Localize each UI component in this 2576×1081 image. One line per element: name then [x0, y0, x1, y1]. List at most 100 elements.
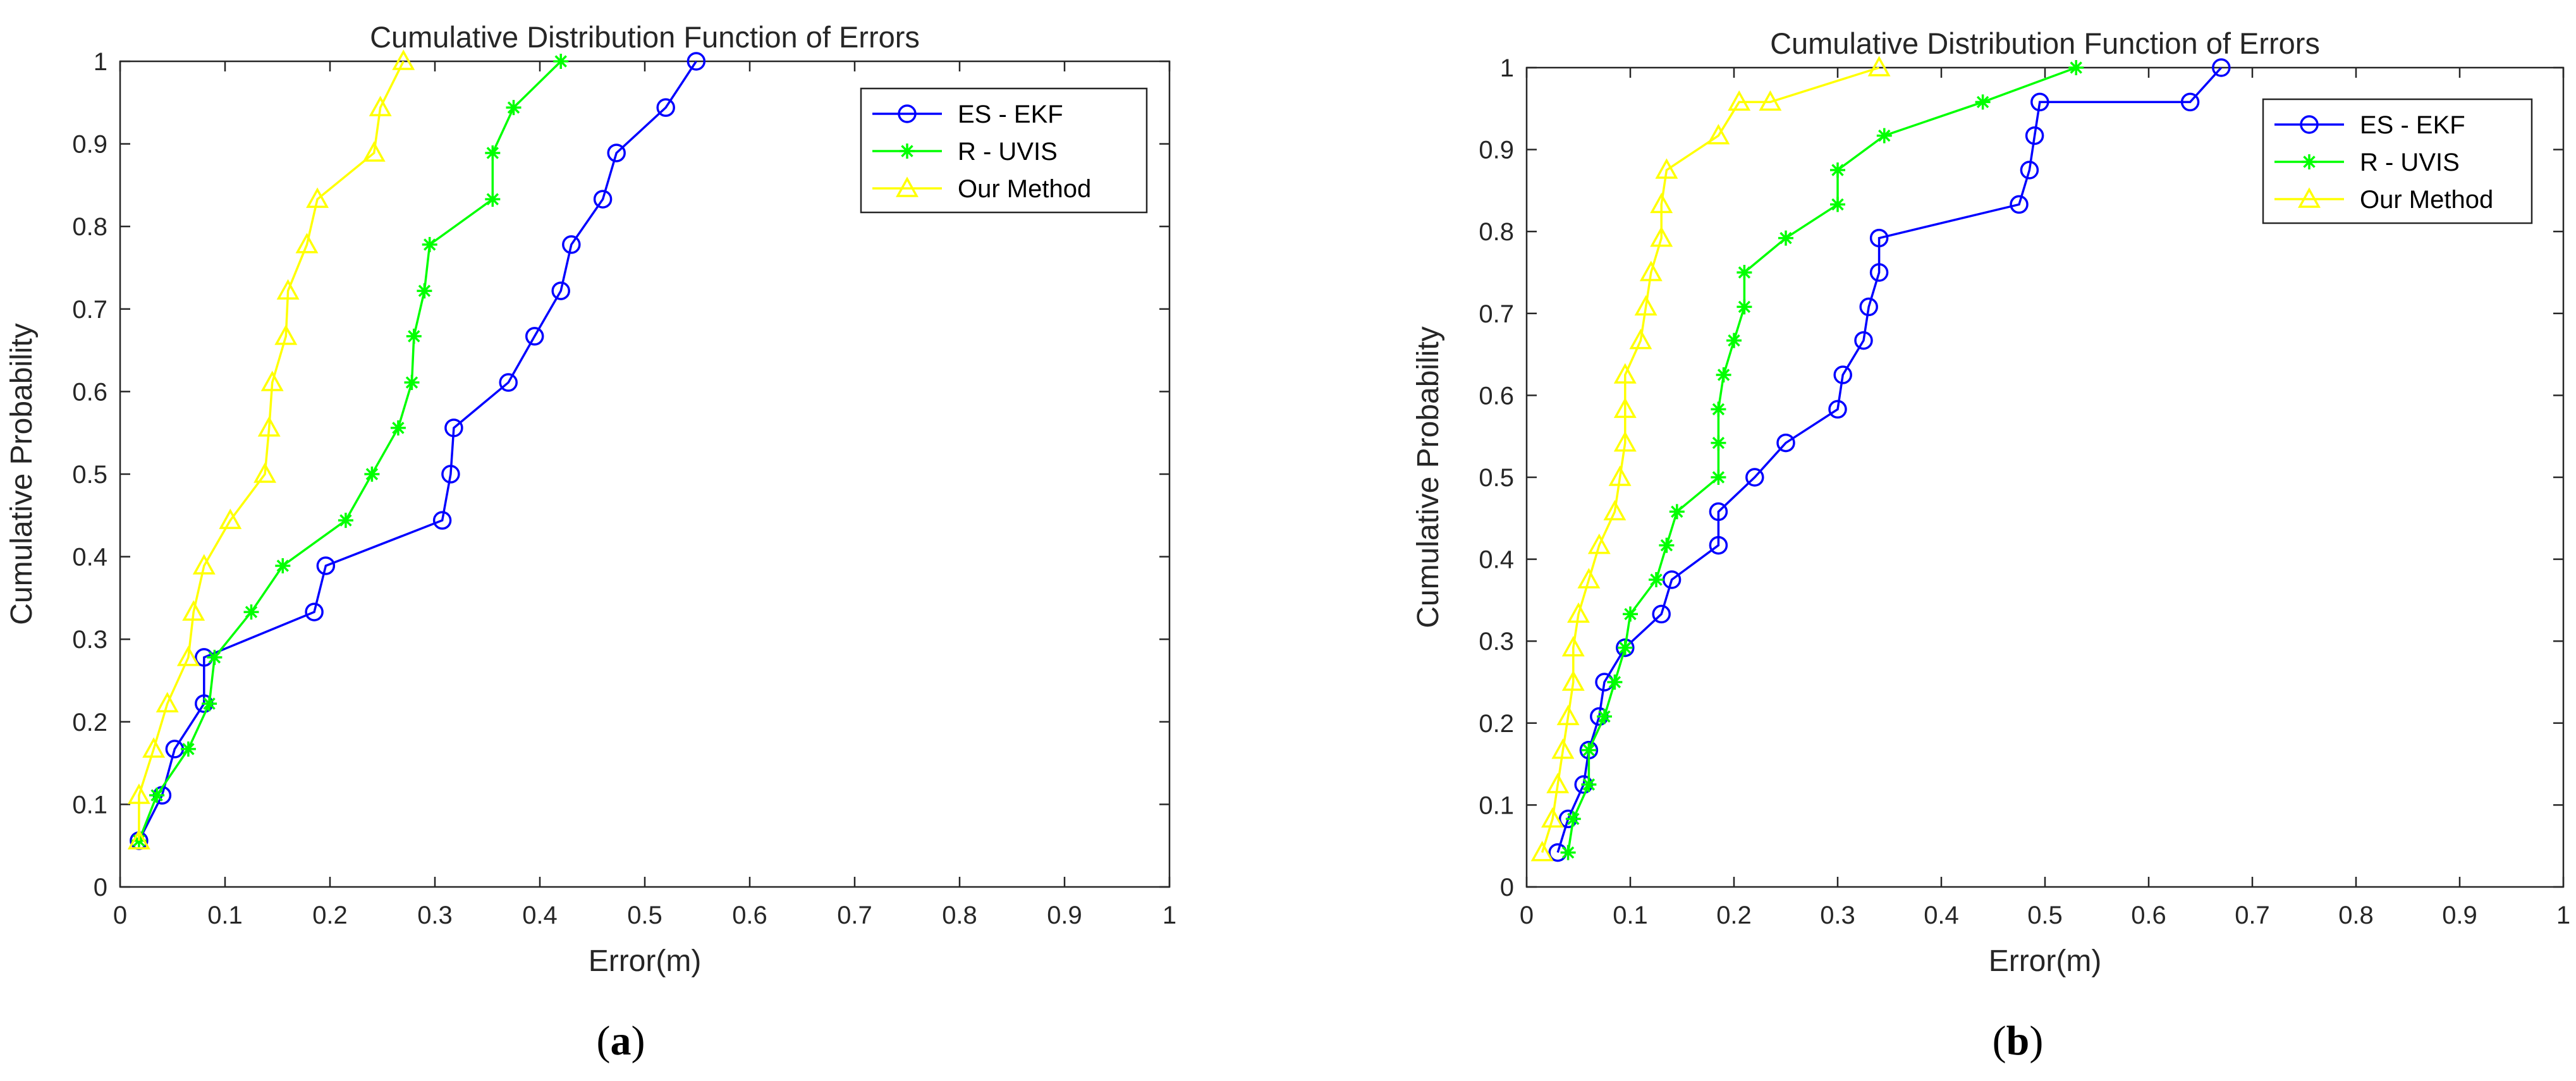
x-tick-label: 0.1: [1613, 901, 1648, 929]
data-point-es-ekf: [441, 465, 460, 484]
data-point-our-method: [192, 554, 216, 575]
data-point-r-uvis: [1607, 675, 1623, 690]
data-point-r-uvis: [1565, 811, 1581, 827]
data-point-es-ekf: [1709, 502, 1728, 522]
y-axis-label-a: Cumulative Probability: [5, 323, 39, 625]
data-point-our-method: [1759, 90, 1782, 111]
y-tick-label: 0.5: [1479, 464, 1514, 492]
y-axis-label-b: Cumulative Probability: [1412, 326, 1445, 628]
data-point-our-method: [369, 95, 392, 116]
data-point-our-method: [1613, 363, 1637, 384]
legend-label-r-uvis: R - UVIS: [2360, 149, 2460, 176]
data-point-es-ekf: [1869, 228, 1889, 248]
cdf-chart-b: 0 0.1 0.2 0.3 0.4 0.5 0.6 0.7 0.8 0.9 1 0 0.1 0.2 0.3 0…: [1412, 27, 2570, 978]
data-point-our-method: [1541, 807, 1564, 828]
data-point-es-ekf: [316, 556, 336, 575]
data-point-our-method: [295, 233, 319, 253]
data-point-r-uvis: [404, 375, 420, 391]
data-point-es-ekf: [432, 511, 452, 530]
data-point-our-method: [253, 462, 277, 483]
data-point-r-uvis: [1581, 742, 1597, 758]
legend-marker-our-method: [2298, 187, 2321, 208]
data-point-es-ekf: [2025, 126, 2044, 145]
y-tick-label: 0.7: [72, 296, 107, 324]
chart-title-a: Cumulative Distribution Function of Erro…: [370, 20, 920, 54]
data-point-r-uvis: [506, 100, 522, 116]
data-point-r-uvis: [1711, 401, 1726, 417]
data-point-our-method: [306, 187, 329, 208]
data-point-our-method: [1577, 568, 1601, 589]
series-our-method-a: [127, 49, 415, 850]
data-point-es-ekf: [1776, 433, 1795, 453]
data-point-our-method: [219, 508, 242, 529]
data-point-our-method: [1561, 635, 1585, 657]
data-point-r-uvis: [1737, 265, 1752, 280]
data-point-es-ekf: [1869, 263, 1889, 282]
data-point-r-uvis: [1737, 299, 1752, 315]
y-tick-label: 1: [1500, 54, 1514, 82]
panel-label-b: (b): [1993, 1018, 2044, 1064]
chart-title-b: Cumulative Distribution Function of Erro…: [1770, 27, 2320, 60]
series-line-r-uvis: [138, 60, 562, 841]
data-point-es-ekf: [1652, 604, 1671, 624]
y-tick-label: 0.1: [72, 791, 107, 819]
data-point-r-uvis: [485, 192, 501, 207]
data-point-our-method: [1639, 260, 1663, 281]
data-point-our-method: [1567, 602, 1590, 623]
data-point-our-method: [176, 645, 200, 666]
x-tick-label: 0.5: [627, 901, 662, 929]
cdf-chart-a: 0 0.1 0.2 0.3 0.4 0.5 0.6 0.7 0.8 0.9 1 0 0.1 0.2 0.3 0…: [5, 20, 1176, 978]
data-point-our-method: [1551, 738, 1575, 759]
data-point-r-uvis: [1649, 572, 1664, 587]
data-point-r-uvis: [1876, 128, 1892, 144]
data-point-our-method: [1613, 397, 1637, 418]
data-point-our-method: [1530, 840, 1554, 862]
data-point-r-uvis: [149, 788, 165, 803]
x-tick-label: 0.3: [417, 901, 453, 929]
legend-marker-our-method: [896, 176, 919, 197]
legend-marker-r-uvis: [900, 144, 915, 159]
y-tick-label: 0.9: [1479, 137, 1514, 164]
data-point-our-method: [1556, 704, 1580, 726]
y-tick-label: 0.4: [72, 544, 107, 571]
data-point-r-uvis: [2068, 60, 2084, 75]
data-point-r-uvis: [338, 513, 353, 528]
data-point-es-ekf: [1833, 365, 1852, 384]
data-point-es-ekf: [1828, 400, 1847, 419]
y-tick-label: 0.8: [1479, 218, 1514, 246]
data-point-our-method: [142, 737, 166, 758]
data-point-our-method: [392, 49, 415, 70]
y-tick-label: 0.7: [1479, 300, 1514, 328]
data-point-r-uvis: [202, 696, 217, 712]
legend-label-r-uvis: R - UVIS: [958, 138, 1058, 166]
y-tick-label: 1: [94, 48, 107, 76]
y-tick-label: 0.3: [1479, 628, 1514, 656]
data-point-r-uvis: [1716, 367, 1731, 382]
data-point-r-uvis: [1597, 709, 1612, 724]
y-tick-label: 0.6: [72, 378, 107, 406]
x-tick-label: 0.4: [522, 901, 558, 929]
x-tick-label: 0.7: [837, 901, 872, 929]
x-tick-label: 0.9: [2442, 901, 2477, 929]
x-tick-label: 0.7: [2235, 901, 2270, 929]
data-point-r-uvis: [1975, 94, 1991, 110]
data-point-our-method: [1608, 465, 1632, 486]
data-point-our-method: [1546, 773, 1570, 793]
data-point-es-ekf: [2180, 92, 2200, 112]
y-tick-label: 0.5: [72, 461, 107, 489]
panel-label-a: (a): [597, 1018, 645, 1064]
data-point-r-uvis: [207, 649, 223, 665]
data-point-our-method: [1728, 90, 1751, 111]
data-point-r-uvis: [1669, 504, 1685, 520]
x-tick-label: 0.1: [207, 901, 243, 929]
y-tick-label: 0.2: [72, 709, 107, 736]
data-point-es-ekf: [2020, 161, 2039, 180]
data-point-es-ekf: [499, 373, 518, 392]
data-point-r-uvis: [1711, 470, 1726, 485]
legend-marker-r-uvis: [2302, 154, 2317, 169]
data-point-r-uvis: [180, 741, 196, 757]
data-point-r-uvis: [364, 467, 380, 482]
legend-label-our-method: Our Method: [958, 175, 1091, 203]
data-point-our-method: [1650, 192, 1673, 214]
data-point-r-uvis: [417, 283, 432, 299]
